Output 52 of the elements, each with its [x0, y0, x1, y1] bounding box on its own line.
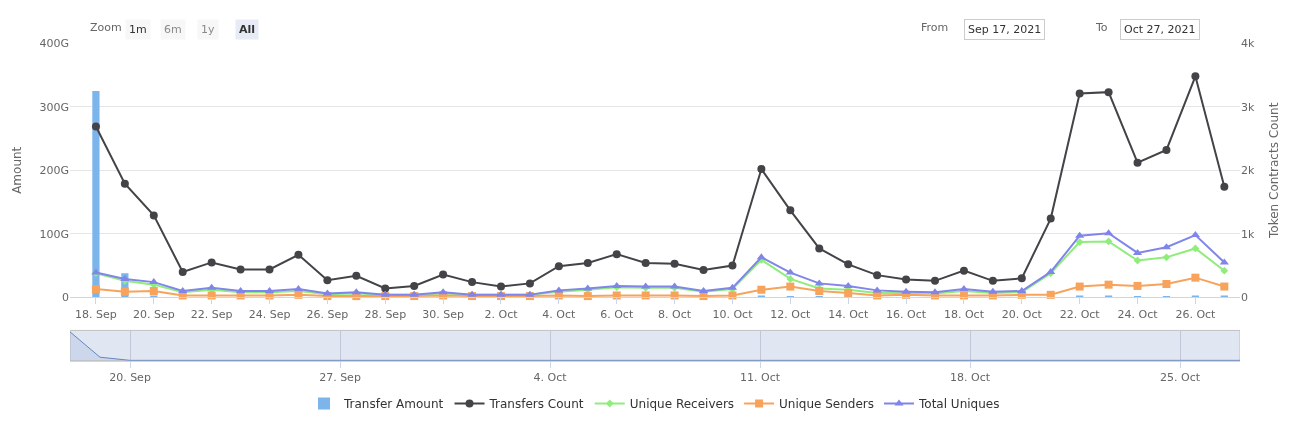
y-tick-label: 0	[62, 291, 69, 305]
x-tick-label: 24. Oct	[1117, 307, 1159, 321]
text: Sep 17, 2021	[968, 23, 1042, 36]
y2-tick-label: 2k	[1241, 164, 1255, 178]
text: All	[239, 23, 256, 36]
legend-label: Transfers Count	[488, 397, 584, 412]
x-tick-label: 26. Sep	[306, 307, 349, 321]
y2-axis-title: Token Contracts Count	[1266, 102, 1281, 239]
x-tick-label: 22. Sep	[190, 307, 233, 321]
text: 1m	[129, 23, 147, 36]
x-tick-label: 20. Oct	[1001, 307, 1043, 321]
text: From	[921, 21, 949, 34]
x-tick-label: 2. Oct	[484, 307, 519, 321]
text: 6m	[164, 23, 182, 36]
text: Oct 27, 2021	[1124, 23, 1196, 36]
x-tick-label: 20. Sep	[132, 307, 175, 321]
y2-tick-label: 3k	[1241, 100, 1255, 114]
y-tick-label: 300G	[39, 100, 69, 114]
legend-label: Unique Receivers	[629, 397, 735, 412]
x-tick-label: 4. Oct	[542, 307, 577, 321]
x-tick-label: 20. Sep	[109, 370, 151, 384]
y2-tick-label: 1k	[1241, 227, 1255, 241]
y-tick-label: 100G	[39, 227, 69, 241]
x-tick-label: 12. Oct	[770, 307, 812, 321]
x-tick-label: 10. Oct	[712, 307, 754, 321]
legend-label: Unique Senders	[779, 397, 875, 412]
x-tick-label: 16. Oct	[886, 307, 927, 321]
text: 1y	[201, 23, 215, 36]
x-tick-label: 11. Oct	[739, 370, 781, 384]
x-tick-label: 28. Sep	[364, 307, 407, 321]
legend-label: Total Uniques	[918, 397, 1000, 412]
x-tick-label: 26. Oct	[1175, 307, 1217, 321]
x-tick-label: 30. Sep	[422, 307, 464, 321]
text: To	[1095, 21, 1108, 34]
y-tick-label: 400G	[39, 37, 69, 51]
x-tick-label: 18. Oct	[949, 370, 991, 384]
x-tick-label: 4. Oct	[533, 370, 568, 384]
y2-tick-label: 0	[1241, 291, 1248, 305]
x-tick-label: 6. Oct	[600, 307, 634, 321]
x-tick-label: 22. Oct	[1059, 307, 1101, 321]
x-tick-label: 24. Sep	[248, 307, 291, 321]
text: Zoom	[90, 21, 122, 34]
x-tick-label: 27. Sep	[319, 370, 361, 384]
x-tick-label: 8. Oct	[658, 307, 692, 321]
y-axis-title: Amount	[9, 146, 24, 194]
x-tick-label: 18. Oct	[943, 307, 985, 321]
x-tick-label: 25. Oct	[1159, 370, 1201, 384]
legend-label: Transfer Amount	[343, 397, 444, 412]
y-tick-label: 200G	[39, 164, 69, 178]
x-tick-label: 14. Oct	[828, 307, 869, 321]
y2-tick-label: 4k	[1241, 37, 1255, 51]
x-tick-label: 18. Sep	[75, 307, 117, 321]
